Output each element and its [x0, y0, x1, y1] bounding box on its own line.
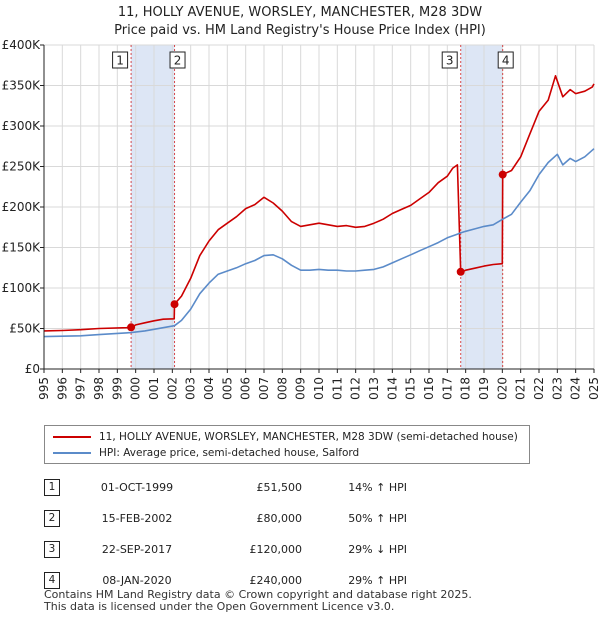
chart-title: 11, HOLLY AVENUE, WORSLEY, MANCHESTER, M…	[0, 4, 600, 40]
x-tick-label: 2015	[404, 377, 418, 400]
title-line-2: Price paid vs. HM Land Registry's House …	[114, 23, 486, 38]
sale-label-text: 3	[446, 54, 454, 68]
x-tick-label: 2006	[239, 377, 253, 400]
x-tick-label: 2001	[147, 377, 161, 400]
x-tick-label: 1996	[55, 377, 69, 400]
series-line-property	[43, 75, 595, 332]
sale-point-2	[170, 300, 179, 309]
y-tick-label: £150K	[2, 241, 42, 255]
footer-line-1: Contains HM Land Registry data © Crown c…	[44, 588, 472, 601]
y-tick-label: £300K	[2, 119, 42, 133]
x-tick-label: 2025	[587, 377, 600, 400]
sale-label-frame	[497, 51, 514, 69]
series-line-hpi	[43, 148, 595, 338]
x-tick-label: 2016	[422, 377, 436, 400]
x-tick-label: 2013	[367, 377, 381, 400]
sale-label-box-1: 1	[112, 51, 129, 69]
y-tick-label: £50K	[9, 322, 41, 336]
sale-number: 4	[44, 572, 60, 589]
x-tick-label: 2018	[459, 377, 473, 400]
x-tick-label: 2000	[129, 377, 143, 400]
footer: Contains HM Land Registry data © Crown c…	[44, 589, 472, 613]
sale-label-frame	[169, 51, 186, 69]
x-tick-label: 1997	[74, 377, 88, 400]
y-tick-label: £100K	[2, 281, 42, 295]
sale-label-frame	[441, 51, 458, 69]
x-tick-label: 2020	[495, 377, 509, 400]
y-tick-label: £350K	[2, 79, 42, 93]
sale-date: 15-FEB-2002	[101, 512, 173, 525]
sale-label-text: 2	[174, 54, 182, 68]
table-row: 1 01-OCT-1999 £51,500 14% ↑ HPI	[44, 472, 407, 503]
legend-label-property: 11, HOLLY AVENUE, WORSLEY, MANCHESTER, M…	[99, 431, 518, 443]
sale-hpi-change: 14% ↑ HPI	[348, 481, 407, 494]
y-tick-label: £0	[25, 362, 40, 376]
sale-label-boxes: 1 2 3 4	[112, 51, 514, 69]
x-tick-label: 1998	[92, 377, 106, 400]
title-line-1: 11, HOLLY AVENUE, WORSLEY, MANCHESTER, M…	[117, 5, 483, 20]
sale-number: 1	[44, 479, 60, 496]
x-tick-label: 2024	[569, 377, 583, 400]
sale-point-4	[498, 170, 507, 179]
y-tick-label: £400K	[2, 38, 42, 52]
sale-point-3	[456, 267, 465, 276]
x-tick-label: 2007	[257, 377, 271, 400]
x-tick-label: 2011	[330, 377, 344, 400]
sale-hpi-change: 50% ↑ HPI	[348, 512, 407, 525]
sale-date: 01-OCT-1999	[100, 481, 174, 494]
sale-label-box-3: 3	[441, 51, 458, 69]
sale-label-box-4: 4	[497, 51, 514, 69]
y-tick-label: £250K	[2, 160, 42, 174]
y-tick-label: £200K	[2, 200, 42, 214]
legend-swatch-hpi	[53, 452, 91, 454]
sale-point-1	[127, 323, 136, 332]
x-tick-label: 2003	[184, 377, 198, 400]
x-tick-label: 2002	[165, 377, 179, 400]
sale-label-box-2: 2	[169, 51, 186, 69]
sale-price: £80,000	[256, 512, 303, 525]
x-tick-label: 2017	[440, 377, 454, 400]
sale-date: 22-SEP-2017	[101, 543, 173, 556]
x-tick-label: 2019	[477, 377, 491, 400]
x-tick-label: 2004	[202, 377, 216, 400]
legend-swatch-property	[53, 436, 91, 438]
sale-label-frame	[112, 51, 129, 69]
grid-lines	[43, 44, 595, 370]
series-lines	[43, 75, 595, 338]
sale-label-text: 1	[116, 54, 124, 68]
x-tick-label: 2022	[532, 377, 546, 400]
sale-hpi-change: 29% ↑ HPI	[348, 574, 407, 587]
axes: £0 £50K £100K £150K £200K £250K £300K £350K £400…	[2, 38, 600, 400]
legend: 11, HOLLY AVENUE, WORSLEY, MANCHESTER, M…	[44, 425, 530, 464]
sales-table: 1 01-OCT-1999 £51,500 14% ↑ HPI 2 15-FEB…	[44, 472, 407, 596]
sale-price: £240,000	[249, 574, 303, 587]
price-chart: 1 2 3 4 £0 £50K £100K £150K £200K £250K £300K £350…	[2, 38, 600, 400]
x-tick-label: 1995	[37, 377, 51, 400]
legend-label-hpi: HPI: Average price, semi-detached house,…	[99, 447, 360, 459]
x-tick-label: 2005	[220, 377, 234, 400]
x-tick-label: 1999	[110, 377, 124, 400]
table-row: 3 22-SEP-2017 £120,000 29% ↓ HPI	[44, 534, 407, 565]
x-tick-label: 2010	[312, 377, 326, 400]
sale-label-text: 4	[502, 54, 510, 68]
x-tick-label: 2012	[349, 377, 363, 400]
table-row: 4 08-JAN-2020 £240,000 29% ↑ HPI	[44, 565, 407, 596]
x-tick-label: 2014	[385, 377, 399, 400]
sale-markers	[127, 170, 507, 332]
sale-number: 3	[44, 541, 60, 558]
sale-date: 08-JAN-2020	[102, 574, 172, 587]
x-tick-label: 2021	[514, 377, 528, 400]
sale-price: £51,500	[256, 481, 303, 494]
x-tick-label: 2023	[550, 377, 564, 400]
footer-line-2: This data is licensed under the Open Gov…	[44, 600, 395, 613]
sale-number: 2	[44, 510, 60, 527]
sale-price: £120,000	[249, 543, 303, 556]
sale-hpi-change: 29% ↓ HPI	[348, 543, 407, 556]
table-row: 2 15-FEB-2002 £80,000 50% ↑ HPI	[44, 503, 407, 534]
x-tick-label: 2008	[275, 377, 289, 400]
x-tick-label: 2009	[294, 377, 308, 400]
